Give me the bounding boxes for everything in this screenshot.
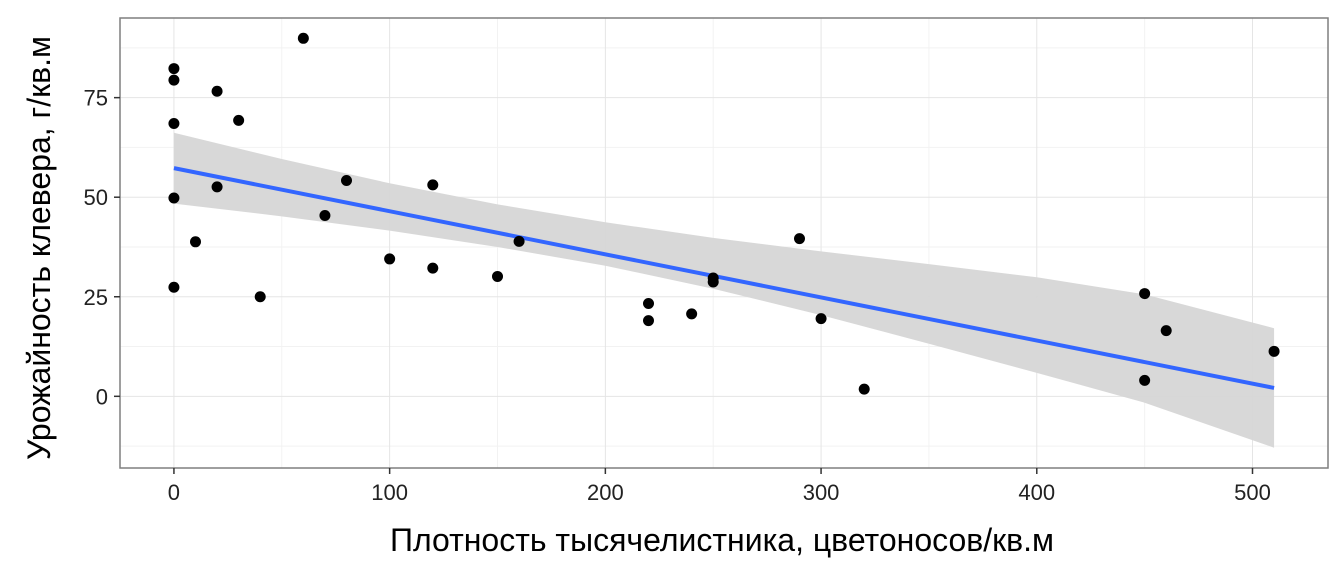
x-tick-label: 200 (587, 480, 624, 505)
data-point (190, 236, 201, 248)
data-point (233, 114, 245, 126)
data-point (492, 270, 503, 282)
data-point (427, 179, 439, 191)
data-point (254, 291, 266, 303)
data-point (297, 32, 309, 44)
x-tick-label: 500 (1234, 480, 1271, 505)
x-tick-label: 300 (803, 480, 840, 505)
data-point (384, 253, 396, 265)
y-tick-label: 75 (84, 86, 108, 111)
y-tick-label: 25 (84, 285, 108, 310)
data-point (319, 210, 331, 222)
data-point (1160, 325, 1172, 337)
y-tick-label: 0 (96, 384, 108, 409)
data-point (168, 118, 180, 130)
data-point (1139, 288, 1151, 300)
data-point (168, 74, 180, 86)
data-point (794, 233, 805, 245)
data-point (168, 192, 180, 204)
x-axis-title: Плотность тысячелистника, цветоносов/кв.… (390, 522, 1054, 558)
plot-panel-border (119, 17, 1329, 469)
y-axis: 0 25 50 75 (84, 86, 120, 409)
y-tick-label: 50 (84, 185, 108, 210)
data-point (168, 63, 180, 75)
data-point (211, 181, 223, 193)
plot-panel (119, 17, 1329, 469)
x-tick-label: 400 (1018, 480, 1055, 505)
data-point (707, 276, 719, 288)
data-point (513, 235, 525, 247)
data-points (168, 32, 1280, 395)
data-point (643, 298, 654, 310)
data-point (815, 313, 827, 325)
data-point (858, 383, 870, 395)
data-point (643, 315, 654, 327)
y-axis-title: Урожайность клевера, г/кв.м (21, 36, 57, 460)
data-point (1268, 345, 1280, 357)
regression-line (173, 166, 1275, 390)
x-axis: 0 100 200 300 400 500 (168, 468, 1271, 505)
data-point (1139, 374, 1151, 386)
confidence-band (173, 132, 1275, 448)
data-point (427, 262, 439, 274)
data-point (686, 308, 698, 320)
data-point (341, 174, 352, 186)
x-tick-label: 0 (168, 480, 180, 505)
data-point (211, 85, 223, 97)
data-point (168, 281, 180, 293)
x-tick-label: 100 (371, 480, 408, 505)
